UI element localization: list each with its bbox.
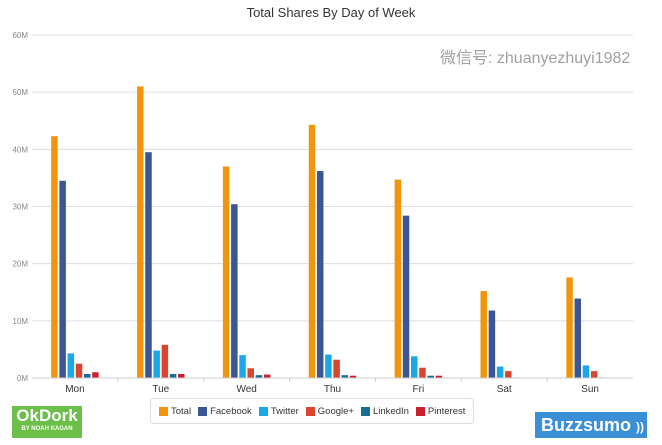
bar-linkedin-fri xyxy=(427,375,434,378)
y-tick-label: 20M xyxy=(12,260,28,269)
bar-facebook-tue xyxy=(145,152,152,378)
bar-google-fri xyxy=(419,367,426,378)
x-tick-label: Wed xyxy=(236,384,256,395)
bar-facebook-fri xyxy=(402,215,410,378)
bar-twitter-sat xyxy=(496,366,504,378)
bar-linkedin-thu xyxy=(341,375,349,378)
bar-total-sun xyxy=(566,277,573,378)
legend-item-twitter[interactable]: Twitter xyxy=(258,405,299,417)
bar-twitter-tue xyxy=(153,350,160,378)
legend-item-pinterest[interactable]: Pinterest xyxy=(415,405,466,417)
y-tick-label: 0M xyxy=(17,374,28,383)
bar-linkedin-mon xyxy=(83,373,91,378)
legend-label: Total xyxy=(171,405,192,417)
bar-total-sat xyxy=(480,291,487,378)
bar-pinterest-wed xyxy=(263,374,271,378)
x-tick-label: Sun xyxy=(581,384,599,395)
x-tick-label: Fri xyxy=(413,384,425,395)
bar-google-mon xyxy=(75,363,83,378)
bar-google-wed xyxy=(247,368,254,378)
bar-pinterest-mon xyxy=(92,372,99,378)
bar-pinterest-tue xyxy=(178,373,185,378)
bar-linkedin-tue xyxy=(169,373,177,378)
bar-google-sun xyxy=(590,371,598,378)
legend-item-facebook[interactable]: Facebook xyxy=(198,406,252,417)
bar-twitter-wed xyxy=(239,355,246,378)
bar-facebook-sat xyxy=(488,310,496,378)
y-tick-label: 60M xyxy=(12,31,28,40)
bar-facebook-wed xyxy=(231,204,238,378)
bar-pinterest-fri xyxy=(435,375,443,378)
buzzsumo-logo-text: Buzzsumo xyxy=(541,415,631,435)
bar-twitter-mon xyxy=(67,353,75,378)
y-tick-label: 50M xyxy=(12,88,28,97)
chart-title: Total Shares By Day of Week xyxy=(247,5,416,20)
bar-total-mon xyxy=(51,136,58,378)
legend-swatch xyxy=(159,406,168,416)
legend-label: Twitter xyxy=(270,405,299,417)
legend: Total Facebook Twitter Google+ LinkedIn Pinte… xyxy=(150,398,475,424)
legend-item-total[interactable]: Total xyxy=(159,406,191,417)
okdork-logo-subtext: BY NOAH KAGAN xyxy=(21,426,73,432)
bar-pinterest-thu xyxy=(349,375,357,378)
okdork-logo: OkDork BY NOAH KAGAN xyxy=(12,406,82,438)
x-tick-label: Thu xyxy=(324,384,341,395)
bar-twitter-sun xyxy=(582,365,590,378)
legend-label: Pinterest xyxy=(427,405,466,417)
bar-total-fri xyxy=(394,179,402,378)
bar-chart: Total Shares By Day of Week 0M 10M 20M 30M 40… xyxy=(12,5,633,395)
legend-label: Google+ xyxy=(317,405,354,417)
legend-label: LinkedIn xyxy=(372,405,409,417)
legend-swatch xyxy=(415,406,425,416)
legend-label: Facebook xyxy=(210,405,252,417)
bar-google-sat xyxy=(505,371,512,378)
bar-google-tue xyxy=(161,344,169,378)
legend-swatch xyxy=(258,406,268,416)
bar-twitter-thu xyxy=(325,354,332,378)
y-tick-label: 30M xyxy=(12,203,28,212)
bar-twitter-fri xyxy=(411,356,418,378)
signal-icon: )) xyxy=(636,420,645,434)
x-tick-label: Tue xyxy=(152,384,169,395)
bar-facebook-sun xyxy=(574,298,582,378)
bar-facebook-mon xyxy=(59,180,66,378)
x-tick-label: Sat xyxy=(497,384,512,395)
bar-total-tue xyxy=(137,86,144,378)
x-tick-label: Mon xyxy=(65,384,84,395)
okdork-logo-text: OkDork xyxy=(16,406,78,425)
legend-swatch xyxy=(198,406,208,416)
bar-total-thu xyxy=(308,124,316,378)
legend-swatch xyxy=(360,406,370,416)
y-tick-label: 10M xyxy=(12,317,28,326)
watermark: 微信号: zhuanyezhuyi1982 xyxy=(440,50,631,67)
bar-google-thu xyxy=(333,359,340,378)
bar-linkedin-wed xyxy=(255,375,263,378)
y-tick-label: 40M xyxy=(12,145,28,154)
legend-item-linkedin[interactable]: LinkedIn xyxy=(360,405,409,417)
legend-item-google[interactable]: Google+ xyxy=(305,405,354,417)
legend-swatch xyxy=(305,406,315,416)
buzzsumo-logo: Buzzsumo )) xyxy=(535,412,647,438)
bar-total-wed xyxy=(222,166,230,378)
bar-facebook-thu xyxy=(316,171,324,378)
